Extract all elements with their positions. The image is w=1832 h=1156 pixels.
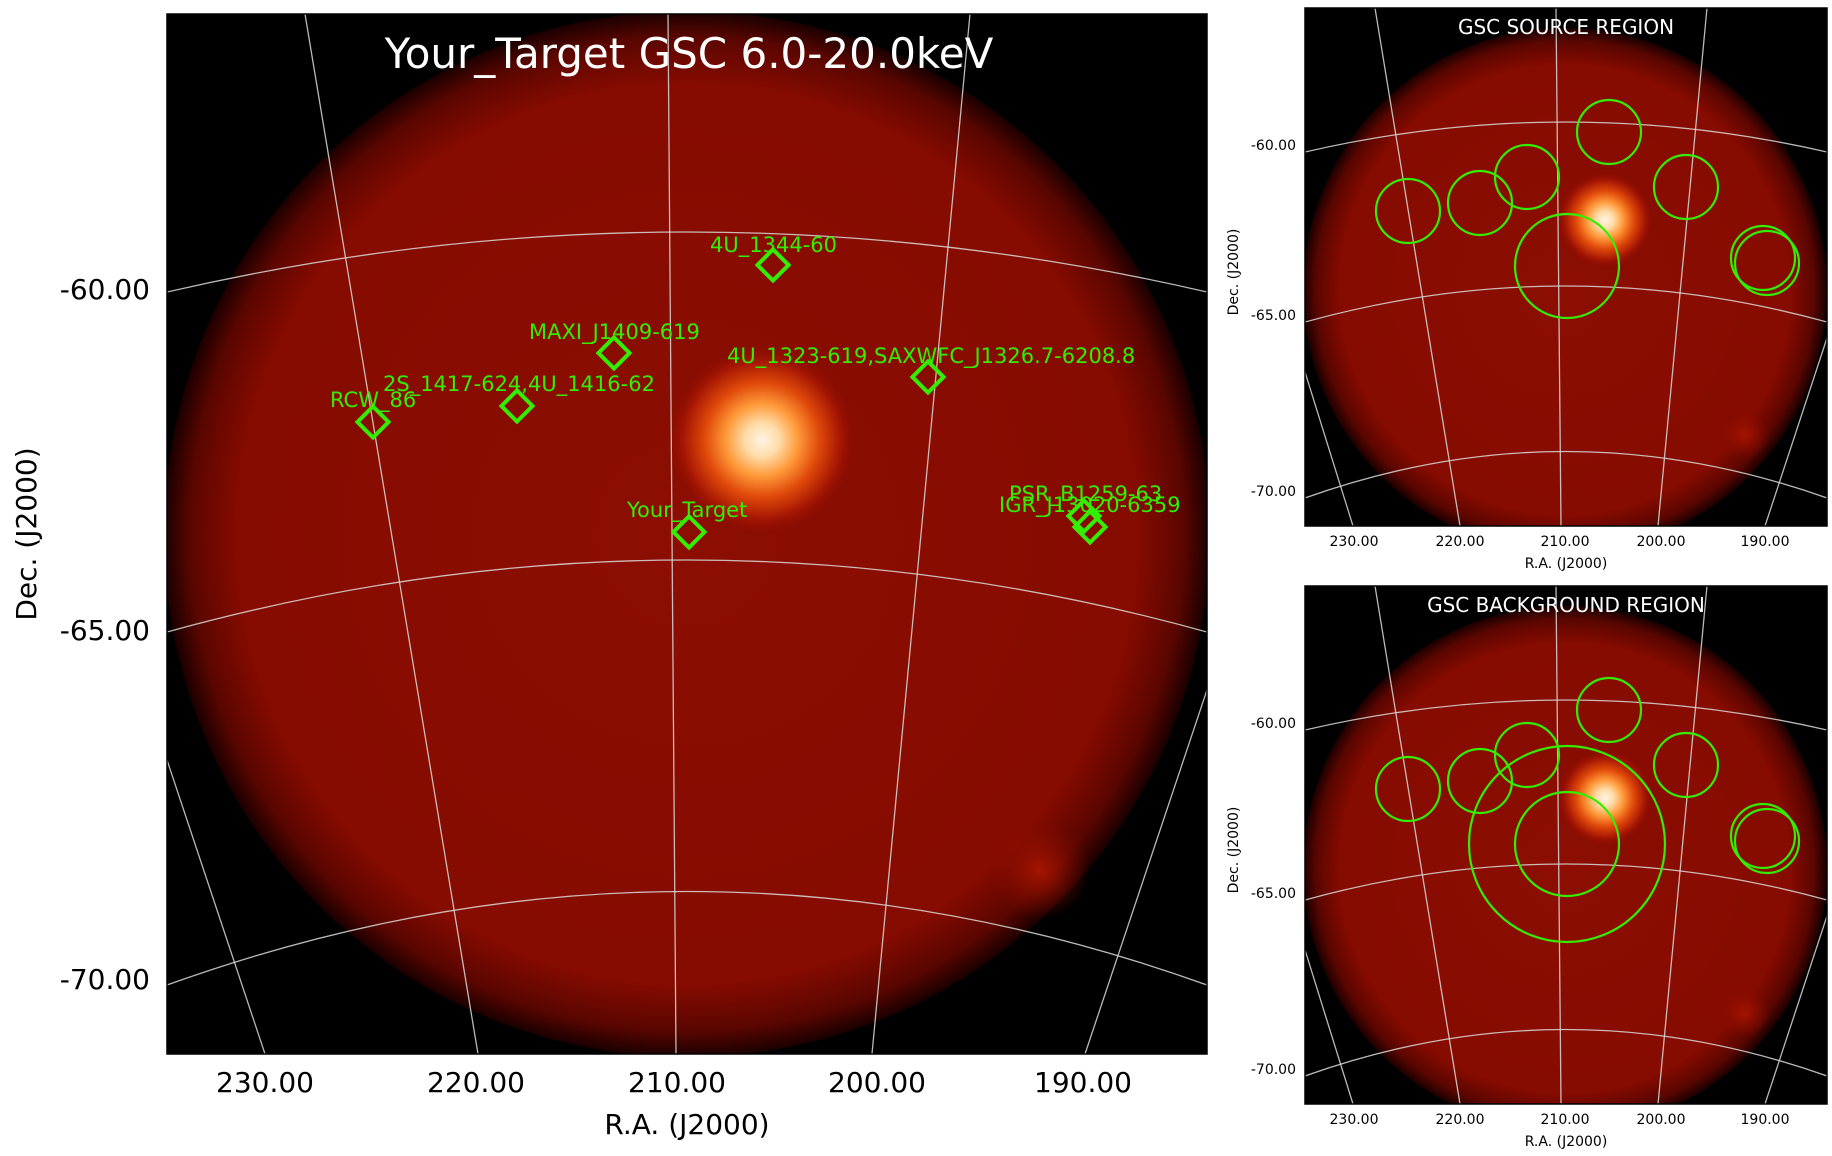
- x-tick-label: 190.00: [1034, 1066, 1132, 1099]
- x-tick-label: 210.00: [1541, 1112, 1590, 1128]
- source-extraction-circle: [1513, 212, 1621, 320]
- excluded-source-circle: [1652, 153, 1720, 221]
- source-label: Your_Target: [626, 498, 747, 523]
- background-x-axis-label: R.A. (J2000): [1525, 1134, 1608, 1150]
- y-tick-label: -70.00: [60, 963, 150, 996]
- source-map-area: GSC SOURCE REGION: [1305, 8, 1827, 526]
- source-label: RCW_86: [330, 388, 416, 413]
- main-faint-source: [990, 820, 1090, 920]
- main-axes-frame: [166, 13, 1208, 1055]
- background-map-area: GSC BACKGROUND REGION: [1305, 586, 1827, 1104]
- main-source-markers: [354, 246, 1109, 551]
- background-x-ticks: 230.00 220.00 210.00 200.00 190.00: [1330, 1112, 1790, 1128]
- background-panel-title: GSC BACKGROUND REGION: [1427, 593, 1705, 617]
- source-marker: [1071, 508, 1109, 546]
- y-tick-label: -60.00: [1251, 138, 1296, 154]
- excluded-source-circle: [1729, 224, 1797, 292]
- excluded-source-circle: [1733, 807, 1801, 875]
- source-marker: [670, 513, 708, 551]
- source-label: IGR_J13020-6359: [999, 493, 1181, 518]
- excluded-source-circle: [1575, 98, 1643, 166]
- background-y-axis-label: Dec. (J2000): [1226, 807, 1242, 894]
- main-title: Your_Target GSC 6.0-20.0keV: [384, 29, 994, 78]
- source-panel-title: GSC SOURCE REGION: [1458, 15, 1674, 39]
- main-x-ticks: 230.00 220.00 210.00 200.00 190.00: [216, 1066, 1132, 1099]
- excluded-source-circle: [1733, 229, 1801, 297]
- background-annulus-circle: [1467, 744, 1667, 944]
- source-axes-frame: [1304, 7, 1828, 527]
- source-marker: [909, 358, 947, 396]
- x-tick-label: 220.00: [427, 1066, 525, 1099]
- y-tick-label: -60.00: [1251, 716, 1296, 732]
- source-coordinate-grid: [1305, 8, 1827, 526]
- source-marker: [498, 387, 536, 425]
- source-marker: [754, 246, 792, 284]
- source-marker: [354, 403, 392, 441]
- main-map-area: 4U_1344-60 MAXI_J1409-619 4U_1323-619,SA…: [167, 14, 1207, 1054]
- x-tick-label: 210.00: [1541, 534, 1590, 550]
- background-excluded-regions: [1374, 676, 1801, 898]
- background-coordinate-grid: [1305, 586, 1827, 1104]
- main-bright-source: [667, 345, 857, 535]
- background-sky-disk: [1305, 606, 1827, 1104]
- x-tick-label: 210.00: [628, 1066, 726, 1099]
- x-tick-label: 230.00: [216, 1066, 314, 1099]
- excluded-source-circle: [1374, 177, 1442, 245]
- source-y-axis-label: Dec. (J2000): [1226, 229, 1242, 316]
- main-coordinate-grid: [167, 14, 1207, 1054]
- background-region-panel: GSC BACKGROUND REGION -60.00 -65.00 -70.…: [1226, 585, 1828, 1150]
- main-panel: 4U_1344-60 MAXI_J1409-619 4U_1323-619,SA…: [10, 13, 1208, 1141]
- x-tick-label: 230.00: [1330, 1112, 1379, 1128]
- main-source-labels: 4U_1344-60 MAXI_J1409-619 4U_1323-619,SA…: [330, 233, 1181, 523]
- y-tick-label: -60.00: [60, 273, 150, 306]
- source-x-axis-label: R.A. (J2000): [1525, 556, 1608, 572]
- source-excluded-regions: [1374, 98, 1801, 297]
- excluded-source-circle: [1729, 802, 1797, 870]
- main-y-ticks: -60.00 -65.00 -70.00: [60, 273, 150, 996]
- x-tick-label: 200.00: [1637, 1112, 1686, 1128]
- main-x-axis-label: R.A. (J2000): [604, 1108, 769, 1141]
- x-tick-label: 220.00: [1436, 534, 1485, 550]
- source-label: MAXI_J1409-619: [529, 320, 700, 345]
- y-tick-label: -70.00: [1251, 1062, 1296, 1078]
- background-faint-source: [1720, 988, 1770, 1038]
- source-x-ticks: 230.00 220.00 210.00 200.00 190.00: [1330, 534, 1790, 550]
- y-tick-label: -65.00: [1251, 886, 1296, 902]
- main-sky-disk: [167, 14, 1207, 1054]
- excluded-source-circle: [1493, 143, 1561, 211]
- source-y-ticks: -60.00 -65.00 -70.00: [1251, 138, 1296, 500]
- background-bright-source: [1557, 750, 1653, 846]
- source-region-panel: GSC SOURCE REGION -60.00 -65.00 -70.00 2…: [1226, 7, 1828, 572]
- source-bright-source: [1557, 172, 1653, 268]
- main-y-axis-label: Dec. (J2000): [10, 447, 43, 620]
- excluded-source-circle: [1446, 169, 1514, 237]
- background-y-ticks: -60.00 -65.00 -70.00: [1251, 716, 1296, 1078]
- background-axes-frame: [1304, 585, 1828, 1105]
- excluded-target-circle: [1513, 790, 1621, 898]
- excluded-source-circle: [1493, 721, 1561, 789]
- excluded-source-circle: [1374, 755, 1442, 823]
- x-tick-label: 220.00: [1436, 1112, 1485, 1128]
- source-label: 4U_1344-60: [710, 233, 837, 258]
- y-tick-label: -65.00: [60, 614, 150, 647]
- x-tick-label: 230.00: [1330, 534, 1379, 550]
- source-label: 2S_1417-624,4U_1416-62: [383, 372, 655, 397]
- source-sky-disk: [1305, 28, 1827, 526]
- x-tick-label: 200.00: [828, 1066, 926, 1099]
- excluded-source-circle: [1446, 747, 1514, 815]
- source-marker: [595, 334, 633, 372]
- excluded-source-circle: [1575, 676, 1643, 744]
- source-label: 4U_1323-619,SAXWFC_J1326.7-6208.8: [727, 344, 1135, 369]
- y-tick-label: -65.00: [1251, 308, 1296, 324]
- excluded-source-circle: [1652, 731, 1720, 799]
- y-tick-label: -70.00: [1251, 484, 1296, 500]
- source-label: PSR_B1259-63: [1009, 482, 1162, 507]
- x-tick-label: 190.00: [1741, 534, 1790, 550]
- x-tick-label: 190.00: [1741, 1112, 1790, 1128]
- x-tick-label: 200.00: [1637, 534, 1686, 550]
- source-faint-source: [1720, 410, 1770, 460]
